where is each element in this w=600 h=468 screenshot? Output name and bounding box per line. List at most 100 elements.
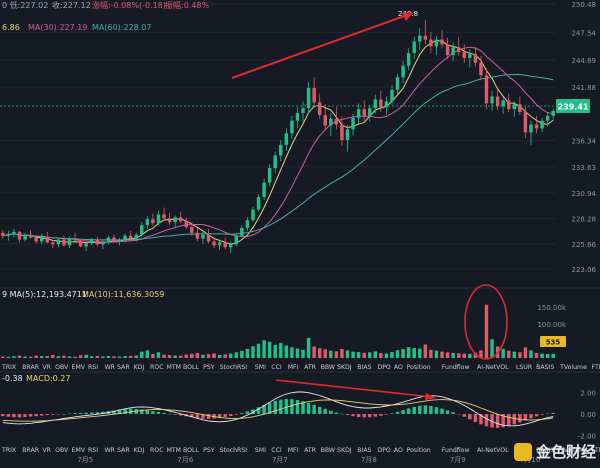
candle-body <box>23 234 27 240</box>
indicator-tab[interactable]: Fundflow <box>442 447 470 454</box>
candle-body <box>145 219 150 226</box>
indicator-tabs-top[interactable]: TRIX BRAR VR OBV EMV RSI WR SAR KDJ ROC MTM BOLL PSY… <box>1 364 600 371</box>
volume-bar <box>340 348 344 358</box>
indicator-tab[interactable]: BBW <box>321 364 335 371</box>
indicator-tab[interactable]: SAR <box>117 447 130 454</box>
macd-hist-bar <box>379 414 383 416</box>
indicator-tab[interactable]: BRAR <box>22 364 40 371</box>
indicator-tab[interactable]: SMI <box>255 364 266 371</box>
macd-hist-bar <box>234 414 239 415</box>
indicator-tab[interactable]: PSY <box>203 364 215 371</box>
indicator-tab[interactable]: VR <box>42 447 51 454</box>
macd-hist-bar <box>6 414 11 417</box>
volume-bar <box>78 355 83 358</box>
indicator-tab[interactable]: EMV <box>72 364 86 371</box>
indicator-tab[interactable]: TRIX <box>1 364 17 371</box>
indicator-tab[interactable]: ATR <box>304 447 317 454</box>
macd-prefix: -0.38 <box>2 374 23 383</box>
macd-hist-bar <box>67 413 72 415</box>
macd-hist-bar <box>151 411 155 414</box>
indicator-tab[interactable]: BIAS <box>357 364 371 371</box>
indicator-tab[interactable]: StochRSI <box>220 447 248 454</box>
indicator-tab[interactable]: BOLL <box>183 447 199 454</box>
macd-hist-bar <box>217 414 222 418</box>
price-tick-label: 250.48 <box>572 1 597 9</box>
indicator-tab[interactable]: SKDJ <box>337 447 352 454</box>
indicator-tab[interactable]: FTBS <box>592 364 600 371</box>
macd-hist-bar <box>451 412 455 414</box>
indicator-tab[interactable]: MFI <box>288 447 299 454</box>
indicator-tab[interactable]: FTBS <box>592 447 600 454</box>
indicator-tab[interactable]: MTM <box>167 447 181 454</box>
volume-bar <box>273 344 277 358</box>
indicator-tab[interactable]: Position <box>407 364 431 371</box>
indicator-tab[interactable]: TVolume <box>559 364 587 371</box>
indicator-tab[interactable]: Position <box>407 447 431 454</box>
candle-body <box>412 41 416 54</box>
indicator-tab[interactable]: ROC <box>150 447 164 454</box>
indicator-tab[interactable]: TRIX <box>1 447 17 454</box>
indicator-tab[interactable]: TVolume <box>559 447 587 454</box>
indicator-tab[interactable]: RSI <box>88 364 98 371</box>
candle-body <box>117 240 122 242</box>
indicator-tab[interactable]: BASIS <box>536 364 554 371</box>
indicator-tab[interactable]: OBV <box>55 447 69 454</box>
macd-trend-arrowhead <box>425 393 436 400</box>
indicator-tab[interactable]: WR <box>104 364 115 371</box>
candle-body <box>95 239 100 245</box>
candle-body <box>323 114 327 126</box>
indicator-tab[interactable]: ROC <box>150 364 164 371</box>
indicator-tab[interactable]: Fundflow <box>442 364 470 371</box>
volume-bar <box>490 339 494 358</box>
macd-hist-bar <box>468 414 472 420</box>
indicator-tab[interactable]: MTM <box>167 364 181 371</box>
indicator-tab[interactable]: SKDJ <box>337 364 352 371</box>
indicator-tab[interactable]: DPO <box>377 447 390 454</box>
indicator-tab[interactable]: DPO <box>377 364 390 371</box>
macd-hist-bar <box>456 414 461 415</box>
indicator-tab[interactable]: BIAS <box>357 447 371 454</box>
candle-body <box>6 233 11 236</box>
indicator-tab[interactable]: BASIS <box>536 447 554 454</box>
indicator-tab[interactable]: LSUR <box>516 364 533 371</box>
indicator-tab[interactable]: KDJ <box>134 364 145 371</box>
macd-hist-bar <box>312 404 316 414</box>
macd-hist-bar <box>84 412 88 414</box>
indicator-tab[interactable]: MFI <box>288 364 299 371</box>
indicator-tab[interactable]: ATR <box>304 364 317 371</box>
indicator-tab[interactable]: CCI <box>271 447 282 454</box>
indicator-tab[interactable]: VR <box>42 364 51 371</box>
candle-body <box>507 100 511 110</box>
volume-bar <box>512 351 517 358</box>
macd-hist-bar <box>245 411 250 414</box>
indicator-tab[interactable]: BOLL <box>183 364 199 371</box>
indicator-tab[interactable]: SMI <box>255 447 266 454</box>
indicator-tab[interactable]: AO <box>394 364 403 371</box>
indicator-tab[interactable]: RSI <box>88 447 98 454</box>
indicator-tab[interactable]: WR <box>104 447 115 454</box>
indicator-tab[interactable]: KDJ <box>134 447 145 454</box>
indicator-tab[interactable]: PSY <box>203 447 215 454</box>
volume-bar <box>456 353 461 358</box>
indicator-tab[interactable]: AI-NetVOL <box>477 447 509 454</box>
ma30-line <box>2 46 554 243</box>
indicator-tab[interactable]: StochRSI <box>220 364 248 371</box>
volume-bar <box>484 304 489 358</box>
indicator-tab[interactable]: AO <box>394 447 403 454</box>
volume-bar <box>279 342 283 358</box>
volume-bar <box>445 352 450 358</box>
candle-body <box>267 168 272 183</box>
indicator-tab[interactable]: EMV <box>72 447 86 454</box>
macd-hist-bar <box>101 411 105 414</box>
indicator-tab[interactable]: CCI <box>271 364 282 371</box>
indicator-tab[interactable]: BBW <box>321 447 335 454</box>
volume-bar <box>12 356 16 358</box>
indicator-tab[interactable]: SAR <box>117 364 130 371</box>
indicator-tab[interactable]: BRAR <box>22 447 40 454</box>
candle-body <box>156 214 161 224</box>
indicator-tab[interactable]: OBV <box>55 364 69 371</box>
candle-body <box>379 99 383 108</box>
indicator-tab[interactable]: AI-NetVOL <box>477 364 509 371</box>
macd-hist-bar <box>12 414 16 418</box>
